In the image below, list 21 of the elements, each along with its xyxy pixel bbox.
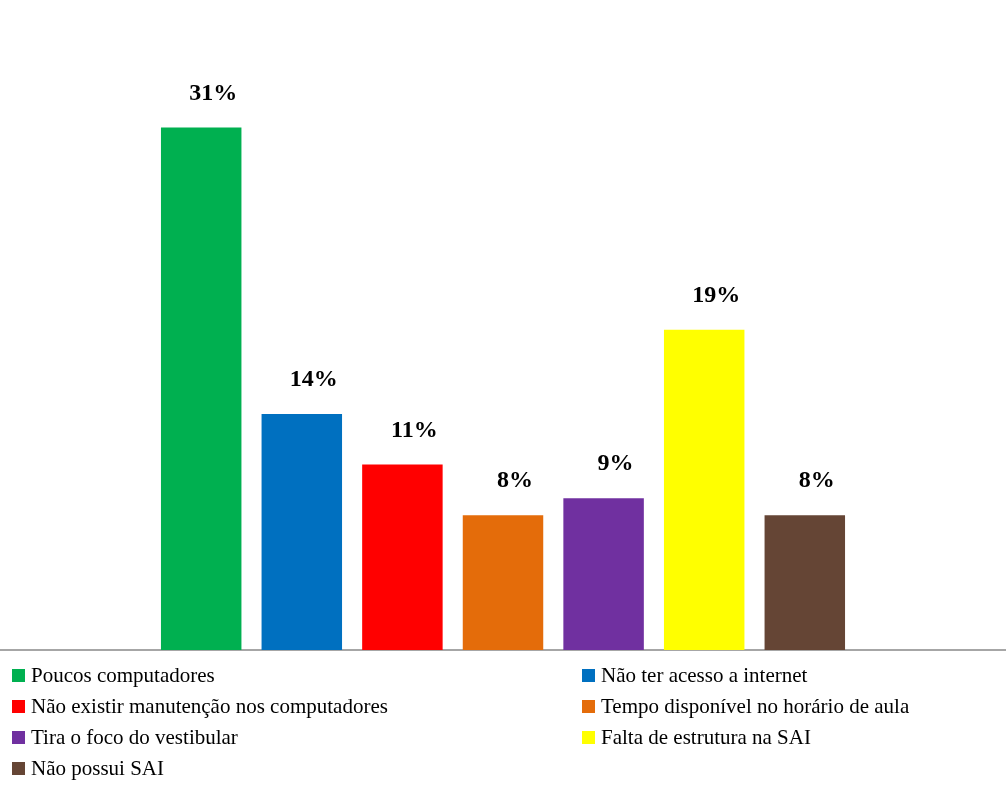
legend-label: Não existir manutenção nos computadores xyxy=(31,693,388,720)
data-label: 11% xyxy=(391,415,438,442)
bar xyxy=(764,515,846,650)
legend-label: Falta de estrutura na SAI xyxy=(601,724,811,751)
bar xyxy=(563,498,644,650)
legend-label: Tempo disponível no horário de aula xyxy=(601,693,910,720)
data-label: 8% xyxy=(798,466,835,493)
legend-label: Não ter acesso a internet xyxy=(601,662,808,689)
legend-label: Não possui SAI xyxy=(31,755,165,782)
legend-label: Poucos computadores xyxy=(31,662,215,689)
data-label: 19% xyxy=(692,280,741,307)
data-label: 31% xyxy=(189,78,238,105)
data-label: 9% xyxy=(597,449,634,476)
bar xyxy=(261,414,343,650)
legend-label: Tira o foco do vestibular xyxy=(31,724,238,751)
data-label: 8% xyxy=(497,466,533,493)
bar xyxy=(362,464,443,650)
bar xyxy=(462,515,544,650)
data-label: 14% xyxy=(289,365,338,392)
bar xyxy=(663,329,745,650)
bar xyxy=(160,127,242,650)
